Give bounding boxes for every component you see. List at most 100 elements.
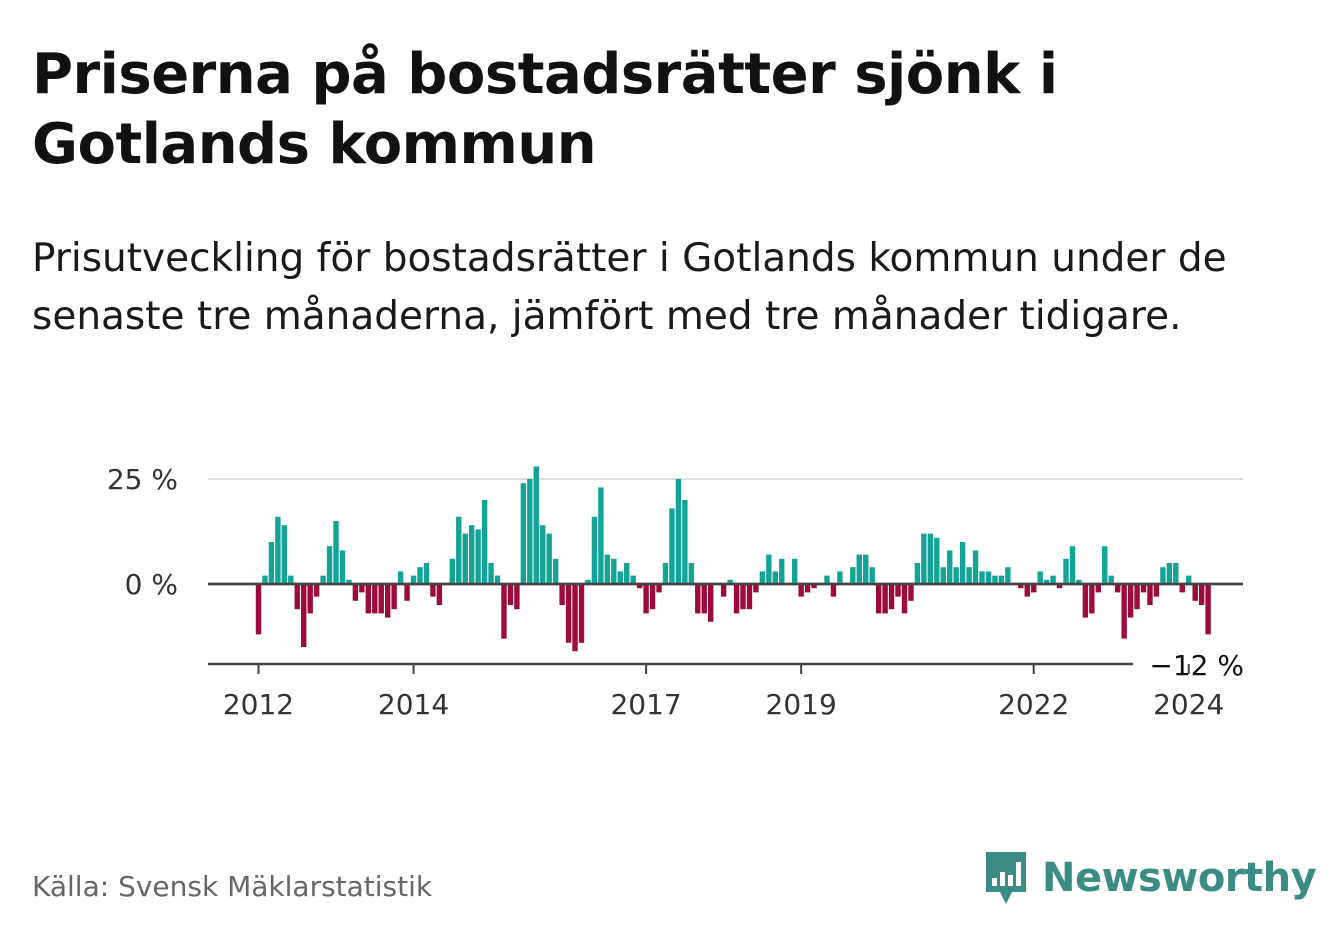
bar bbox=[462, 533, 468, 584]
bar bbox=[947, 550, 953, 584]
bar bbox=[540, 525, 546, 584]
bar bbox=[772, 571, 778, 584]
newsworthy-logo: Newsworthy bbox=[982, 848, 1317, 908]
bar bbox=[1179, 584, 1185, 593]
bar bbox=[888, 584, 895, 610]
bar bbox=[708, 584, 714, 622]
bar bbox=[863, 554, 869, 584]
bar bbox=[281, 525, 288, 584]
bar bbox=[591, 516, 598, 584]
bar bbox=[268, 542, 275, 584]
chart-subtitle: Prisutveckling för bostadsrätter i Gotla… bbox=[32, 236, 1227, 339]
bar bbox=[1031, 584, 1037, 593]
bar bbox=[1108, 575, 1114, 584]
bar bbox=[346, 579, 352, 584]
bar bbox=[875, 584, 882, 614]
gridlines bbox=[208, 478, 1243, 586]
bar bbox=[1121, 584, 1127, 639]
bar bbox=[514, 584, 520, 610]
bar bbox=[1134, 584, 1140, 610]
bar bbox=[1166, 563, 1173, 584]
bar bbox=[585, 579, 591, 584]
bar bbox=[643, 584, 649, 614]
bar bbox=[966, 567, 972, 584]
bar bbox=[262, 575, 268, 584]
bar bbox=[940, 567, 946, 584]
bar bbox=[759, 571, 766, 584]
bar bbox=[572, 584, 578, 652]
bar bbox=[740, 584, 746, 610]
bar bbox=[352, 584, 359, 601]
bar bbox=[1140, 584, 1147, 593]
bar bbox=[1127, 584, 1134, 618]
bar bbox=[1192, 584, 1198, 601]
bar bbox=[326, 546, 333, 584]
bar bbox=[294, 584, 300, 610]
bar bbox=[1160, 567, 1166, 584]
bar bbox=[636, 584, 643, 589]
bar bbox=[1056, 584, 1063, 589]
bar bbox=[1186, 575, 1192, 584]
bar bbox=[475, 529, 481, 584]
bar bbox=[779, 558, 785, 584]
bar bbox=[423, 563, 430, 584]
x-tick-label: 2019 bbox=[766, 688, 837, 721]
bar bbox=[656, 584, 662, 593]
axes: 25 % 0 % 2012 2014 2017 2019 2022 2024 −12 % bbox=[107, 463, 1244, 721]
bar bbox=[339, 550, 346, 584]
x-tick-label: 2012 bbox=[223, 688, 294, 721]
bar bbox=[979, 571, 985, 584]
bar bbox=[449, 558, 455, 584]
bar bbox=[1198, 584, 1205, 605]
x-tick-label: 2014 bbox=[378, 688, 449, 721]
bar bbox=[410, 575, 417, 584]
bar bbox=[546, 533, 552, 584]
bar bbox=[1114, 584, 1121, 593]
bar bbox=[824, 575, 830, 584]
bar bbox=[830, 584, 837, 597]
bar bbox=[921, 533, 927, 584]
bar bbox=[1076, 579, 1082, 584]
bar bbox=[301, 584, 307, 647]
bar bbox=[385, 584, 391, 618]
bar bbox=[520, 483, 527, 584]
bar bbox=[992, 575, 998, 584]
bar bbox=[901, 584, 908, 614]
bar bbox=[1069, 546, 1076, 584]
bar bbox=[720, 584, 727, 597]
bar bbox=[552, 558, 559, 584]
bar bbox=[488, 563, 494, 584]
bar bbox=[908, 584, 914, 601]
bar bbox=[1205, 584, 1211, 635]
bar bbox=[934, 537, 940, 584]
x-tick-label: 2022 bbox=[998, 688, 1069, 721]
bar bbox=[417, 567, 423, 584]
bar bbox=[1037, 571, 1043, 584]
bar bbox=[527, 479, 533, 584]
bar bbox=[1043, 579, 1050, 584]
bar bbox=[436, 584, 443, 605]
bar bbox=[624, 563, 630, 584]
bar bbox=[1153, 584, 1160, 597]
bar bbox=[791, 558, 798, 584]
bar bbox=[630, 575, 636, 584]
bar bbox=[869, 567, 875, 584]
bar bbox=[746, 584, 753, 610]
bar bbox=[895, 584, 901, 597]
bar bbox=[1063, 558, 1069, 584]
bar bbox=[701, 584, 707, 614]
bar bbox=[927, 533, 934, 584]
bar bbox=[333, 521, 339, 584]
y-tick-label: 25 % bbox=[107, 463, 178, 496]
bar bbox=[307, 584, 313, 614]
bar bbox=[313, 584, 320, 597]
bar bbox=[598, 487, 604, 584]
bar bbox=[675, 479, 682, 584]
bar bbox=[494, 575, 501, 584]
bar bbox=[959, 542, 966, 584]
bar bbox=[733, 584, 740, 614]
bar bbox=[255, 584, 262, 635]
source-note: Källa: Svensk Mäklarstatistik bbox=[32, 870, 433, 903]
bar bbox=[378, 584, 384, 614]
bar bbox=[604, 554, 611, 584]
